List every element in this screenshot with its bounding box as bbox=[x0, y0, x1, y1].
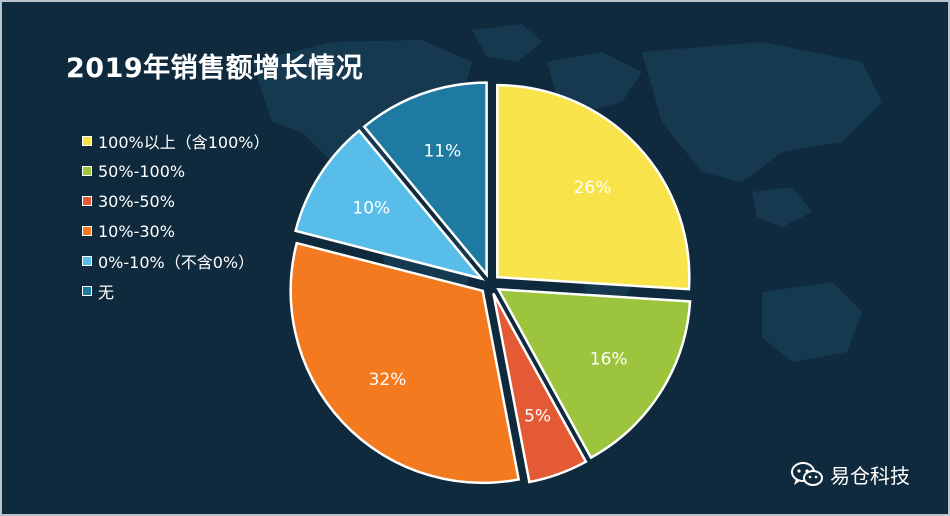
slice-data-label: 16% bbox=[590, 349, 628, 369]
chart-title: 2019年销售额增长情况 bbox=[66, 53, 364, 84]
legend-label: 10%-30% bbox=[98, 221, 175, 241]
legend-swatch bbox=[82, 256, 92, 266]
legend-swatch bbox=[82, 196, 92, 206]
map-greenland bbox=[472, 24, 542, 62]
legend-item: 50%-100% bbox=[82, 156, 270, 186]
pie-slice bbox=[496, 287, 692, 460]
legend-item: 100%以上（含100%） bbox=[82, 126, 270, 156]
pie-slice bbox=[492, 292, 588, 484]
map-europe bbox=[547, 52, 642, 112]
slice-data-label: 10% bbox=[352, 199, 390, 219]
map-north-america bbox=[252, 40, 472, 172]
wechat-icon bbox=[791, 461, 823, 486]
legend-item: 0%-10%（不含0%） bbox=[82, 246, 270, 276]
legend-swatch bbox=[82, 166, 92, 176]
legend: 100%以上（含100%） 50%-100% 30%-50% 10%-30% 0%-10… bbox=[82, 126, 270, 306]
legend-label: 0%-10%（不含0%） bbox=[98, 253, 255, 272]
legend-item: 30%-50% bbox=[82, 186, 270, 216]
pie-slice bbox=[362, 81, 488, 279]
watermark-text: 易仓科技 bbox=[830, 464, 910, 488]
slice-data-label: 5% bbox=[524, 406, 551, 426]
slice-data-label: 32% bbox=[369, 370, 407, 390]
legend-label: 30%-50% bbox=[98, 191, 175, 211]
legend-item: 10%-30% bbox=[82, 216, 270, 246]
pie-slice bbox=[289, 241, 521, 485]
legend-swatch bbox=[82, 226, 92, 236]
legend-swatch bbox=[82, 286, 92, 296]
legend-label: 50%-100% bbox=[98, 161, 186, 181]
legend-label: 无 bbox=[98, 283, 115, 302]
watermark: 易仓科技 bbox=[790, 460, 910, 489]
slice-data-label: 26% bbox=[574, 178, 612, 198]
legend-item: 无 bbox=[82, 276, 270, 306]
map-asia bbox=[642, 42, 882, 182]
legend-label: 100%以上（含100%） bbox=[98, 133, 270, 152]
pie-slice bbox=[496, 83, 691, 291]
slice-data-label: 11% bbox=[423, 142, 461, 162]
map-southeast-asia bbox=[752, 187, 812, 227]
pie-slice bbox=[294, 128, 485, 281]
legend-swatch bbox=[82, 136, 92, 146]
map-australia bbox=[762, 282, 862, 362]
